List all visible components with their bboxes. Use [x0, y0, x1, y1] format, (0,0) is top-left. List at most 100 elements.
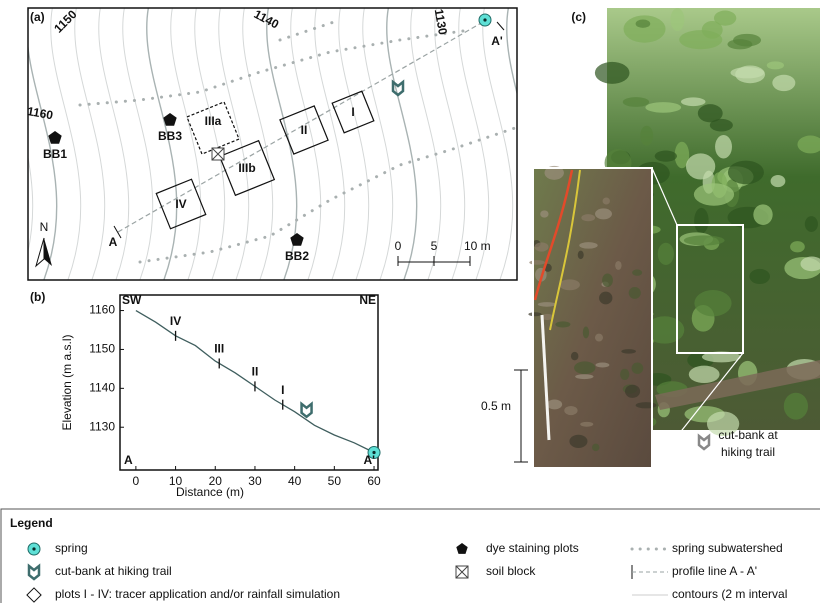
x-tick-label: 10: [169, 474, 183, 488]
corner-label: NE: [359, 293, 376, 307]
foliage: [804, 216, 818, 232]
panel-label: (a): [30, 10, 45, 24]
foliage: [674, 141, 690, 169]
foliage: [709, 118, 733, 132]
plot-label: III: [214, 342, 224, 356]
dye-plot-label: BB1: [43, 147, 67, 161]
x-tick-label: 50: [328, 474, 342, 488]
inset-frame: [532, 167, 653, 469]
north-label: N: [40, 220, 49, 234]
map-contours: [0, 0, 517, 290]
profile-end-tick: [496, 21, 505, 31]
scale-label: 0.5 m: [481, 399, 511, 413]
spring-dot: [32, 547, 36, 551]
inset-texture: [534, 242, 549, 252]
cut-bank-symbol: [391, 79, 405, 97]
inset-texture: [592, 443, 600, 452]
plot-label: IV: [170, 314, 181, 328]
contour-line: [410, 8, 442, 280]
y-tick-label: 1140: [89, 381, 115, 395]
profile-end-label: A: [109, 235, 118, 249]
connector: [651, 167, 678, 226]
foliage: [694, 207, 709, 234]
north-arrow: [35, 237, 45, 268]
plot-label: IIIb: [238, 161, 255, 175]
contour-line: [28, 154, 34, 255]
map-frame: [27, 7, 518, 281]
panel-label: (c): [571, 10, 586, 24]
foliage: [713, 10, 737, 26]
contour-line: [506, 8, 517, 96]
foliage: [622, 97, 650, 107]
foliage: [594, 61, 630, 84]
legend-entry: dye staining plots: [486, 541, 579, 555]
foliage: [772, 74, 796, 92]
legend-entry: cut-bank at hiking trail: [55, 564, 172, 578]
cut-bank-symbol: [300, 401, 313, 419]
foliage: [697, 104, 723, 123]
contour-line: [218, 8, 250, 280]
contour-line: [194, 8, 226, 280]
subwatershed-line: [278, 18, 342, 42]
x-tick-label: 20: [209, 474, 223, 488]
plot-frame: [119, 294, 379, 471]
cut-bank-symbol: [27, 563, 41, 581]
inset-texture: [540, 313, 554, 321]
legend-entry: plots I - IV: tracer application and/or …: [55, 587, 340, 601]
dye-plot-label: BB2: [285, 249, 309, 263]
inset-texture: [635, 402, 657, 409]
foliage: [688, 365, 720, 384]
foliage: [749, 268, 770, 285]
legend-plot-symbol: [26, 587, 42, 603]
contour-line: [386, 8, 418, 280]
photo-caption: cut-bank at: [718, 428, 778, 442]
inset-texture: [574, 361, 596, 375]
connector: [651, 352, 744, 469]
inset-texture: [631, 362, 644, 374]
panel-label: (b): [30, 290, 45, 304]
inset-texture: [569, 434, 588, 448]
inset-texture: [537, 302, 556, 307]
foliage: [645, 102, 682, 113]
plot-square: [155, 178, 207, 230]
foliage: [701, 351, 741, 363]
y-tick-label: 1150: [89, 342, 115, 356]
foliage: [727, 39, 753, 50]
foliage: [685, 153, 716, 180]
dye-plot: [48, 131, 62, 144]
foliage: [783, 392, 809, 420]
foliage: [683, 235, 725, 246]
foliage: [644, 316, 685, 344]
inset-texture: [580, 421, 594, 427]
contour-line: [98, 8, 130, 280]
legend-entry: soil block: [486, 564, 536, 578]
cable: [549, 169, 581, 331]
legend-soil-cross: [455, 565, 469, 579]
profile-end-label: A': [491, 34, 503, 48]
foliage: [635, 19, 651, 28]
contour-line: [50, 8, 82, 280]
foliage: [730, 67, 765, 79]
contour-line: [314, 8, 346, 280]
foliage: [640, 125, 654, 146]
scale-label: 10 m: [464, 239, 491, 253]
dye-plot: [290, 233, 304, 246]
x-axis-title: Distance (m): [176, 485, 244, 499]
contour-line: [290, 8, 322, 280]
contour-line: [170, 8, 202, 280]
foliage: [694, 290, 732, 317]
profile-line: [117, 21, 484, 233]
legend-entry: profile line A - A': [672, 564, 757, 578]
foliage: [753, 204, 773, 225]
photo-frame-highlight: [676, 224, 744, 354]
x-tick-label: 30: [248, 474, 262, 488]
inset-texture: [555, 321, 571, 328]
contour-line: [0, 0, 9, 290]
scale-label: 0: [395, 239, 402, 253]
contour-line: [122, 8, 154, 280]
corner-label: A': [363, 453, 375, 467]
plot-square: [331, 90, 375, 134]
profile-end-tick: [113, 225, 122, 239]
inset-texture: [559, 279, 580, 291]
log: [655, 360, 820, 410]
